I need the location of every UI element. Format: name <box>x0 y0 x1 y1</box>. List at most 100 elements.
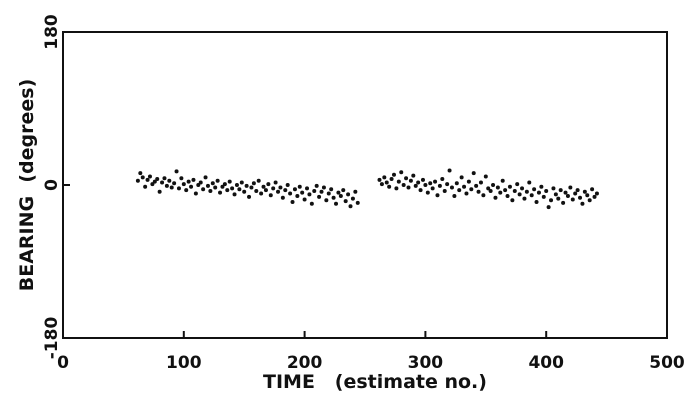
data-point <box>280 195 285 200</box>
data-point <box>420 177 425 182</box>
data-point <box>529 193 534 198</box>
data-point <box>222 182 227 187</box>
data-point <box>307 192 312 197</box>
data-point <box>486 186 491 191</box>
data-point <box>524 189 529 194</box>
data-point <box>408 178 413 183</box>
data-point <box>135 178 140 183</box>
data-point <box>445 182 450 187</box>
x-tick-label: 100 <box>166 353 202 373</box>
data-point <box>346 192 351 197</box>
data-point <box>449 185 454 190</box>
data-point <box>355 200 360 205</box>
data-point <box>343 199 348 204</box>
data-point <box>181 182 186 187</box>
data-point <box>152 179 157 184</box>
data-point <box>145 177 150 182</box>
data-point <box>505 194 510 199</box>
data-point <box>544 188 549 193</box>
data-point <box>428 181 433 186</box>
data-point <box>276 189 281 194</box>
data-point <box>285 183 290 187</box>
data-point <box>314 183 319 188</box>
data-point <box>423 183 428 187</box>
data-point <box>464 191 469 196</box>
data-point <box>189 184 194 189</box>
y-axis-title: BEARING (degrees) <box>16 79 38 292</box>
data-point <box>326 191 331 196</box>
data-point <box>553 192 558 197</box>
data-point <box>522 196 527 201</box>
data-point <box>334 201 339 206</box>
data-point <box>442 188 447 193</box>
data-point <box>244 183 249 188</box>
data-point <box>147 174 152 179</box>
data-point <box>425 190 430 195</box>
data-point <box>319 189 324 194</box>
data-point <box>186 179 191 184</box>
data-point <box>411 173 416 178</box>
data-point <box>312 188 317 193</box>
data-point <box>549 198 554 203</box>
data-point <box>515 182 520 187</box>
data-point <box>413 183 418 188</box>
data-point <box>232 192 237 197</box>
data-point <box>341 188 346 193</box>
data-point <box>348 204 353 209</box>
data-point <box>164 183 169 188</box>
data-point <box>324 198 329 203</box>
data-point <box>143 184 148 189</box>
data-point <box>565 194 570 199</box>
data-point <box>350 196 355 201</box>
data-point <box>570 197 575 202</box>
data-point <box>338 194 343 199</box>
data-point <box>290 200 295 204</box>
data-point <box>558 188 563 193</box>
data-point <box>478 180 483 185</box>
data-point <box>495 185 500 190</box>
data-point <box>592 194 597 199</box>
data-point <box>520 186 525 191</box>
data-point <box>278 185 283 190</box>
data-point <box>297 184 302 189</box>
data-point <box>266 182 271 187</box>
data-point <box>283 188 288 193</box>
data-point <box>160 180 165 185</box>
data-point <box>488 188 493 193</box>
data-point <box>179 176 184 181</box>
data-point <box>295 194 300 199</box>
data-point <box>582 189 587 194</box>
data-point <box>551 186 556 191</box>
data-point <box>481 193 486 198</box>
data-point <box>541 194 546 199</box>
data-point <box>288 191 293 196</box>
data-point <box>292 187 297 192</box>
data-point <box>256 178 261 183</box>
y-tick-label: 180 <box>42 14 62 50</box>
data-point <box>527 180 532 185</box>
data-point <box>138 171 143 176</box>
data-point <box>353 189 358 194</box>
data-point <box>568 185 573 190</box>
data-point <box>225 188 230 193</box>
data-point <box>462 184 467 189</box>
data-point <box>201 187 206 192</box>
data-point <box>379 182 384 187</box>
data-point <box>247 194 252 199</box>
data-point <box>210 181 215 186</box>
data-point <box>234 183 239 187</box>
data-point <box>498 190 503 195</box>
data-point <box>580 201 585 206</box>
data-point <box>457 188 462 193</box>
data-point <box>546 205 551 210</box>
data-point <box>305 186 310 191</box>
data-point <box>249 185 254 190</box>
data-point <box>239 180 244 185</box>
data-point <box>389 177 394 182</box>
data-point <box>150 182 155 187</box>
data-point <box>213 185 218 190</box>
data-point <box>437 183 442 188</box>
data-point <box>493 195 498 200</box>
data-point <box>512 188 517 193</box>
data-point <box>208 188 213 193</box>
